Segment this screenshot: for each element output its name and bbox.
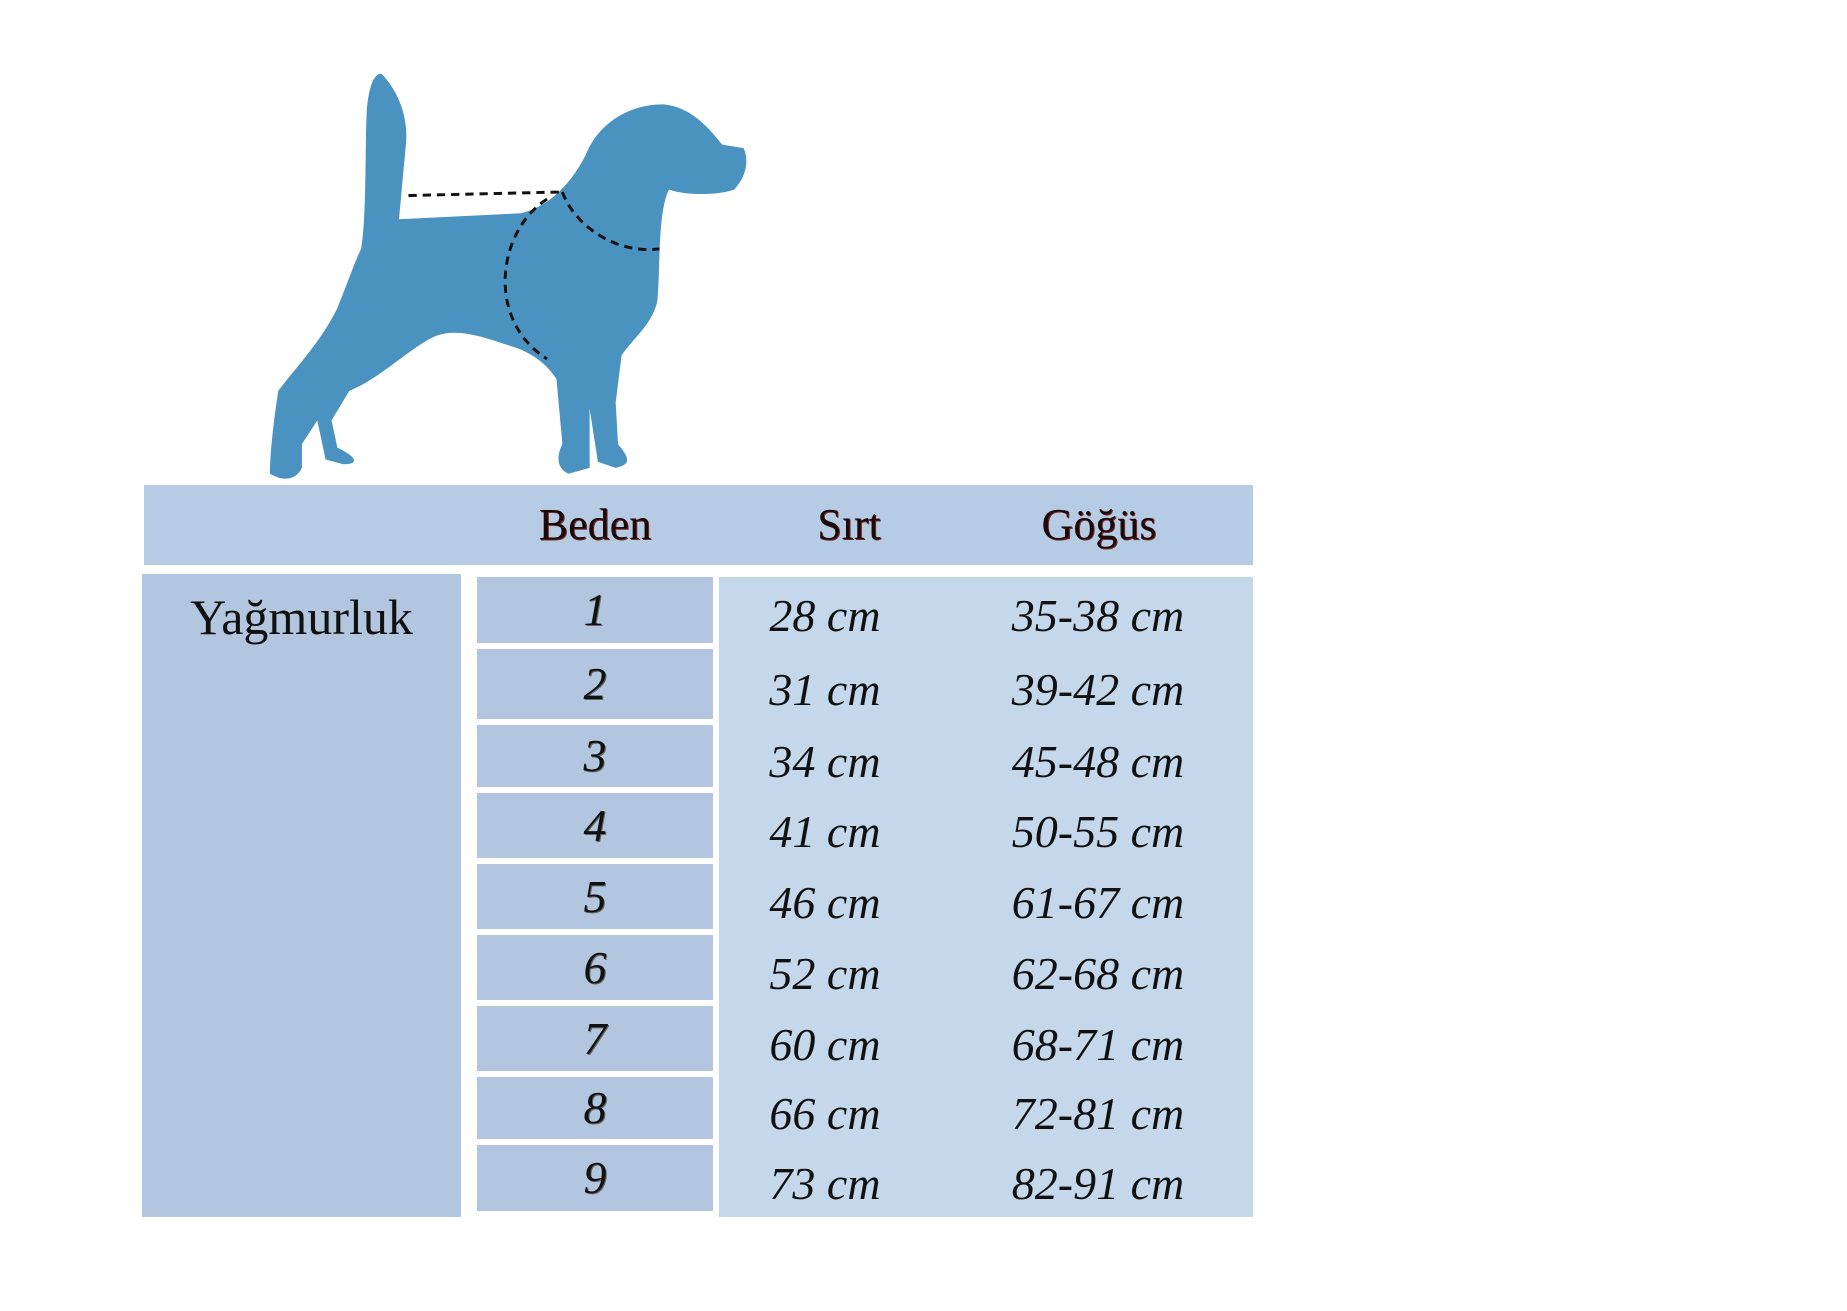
back-value: 66 cm — [769, 1088, 881, 1139]
back-value: 52 cm — [769, 948, 881, 999]
chest-value: 62-68 cm — [1011, 948, 1185, 999]
table-header: Beden Sırt Göğüs — [144, 485, 1253, 565]
size-cell: 2 — [477, 649, 713, 719]
values-panel — [719, 577, 1253, 1217]
back-value: 41 cm — [769, 806, 881, 857]
size-cell: 4 — [477, 793, 713, 858]
back-value: 73 cm — [769, 1158, 881, 1209]
chest-value: 39-42 cm — [1011, 664, 1185, 715]
product-column: Yağmurluk — [142, 574, 461, 1217]
chest-value: 82-91 cm — [1011, 1158, 1185, 1209]
back-value: 34 cm — [769, 736, 881, 787]
size-cell: 3 — [477, 725, 713, 787]
header-size: Beden — [538, 500, 652, 549]
size-cell: 5 — [477, 864, 713, 929]
chest-value: 50-55 cm — [1011, 806, 1185, 857]
header-empty — [144, 485, 463, 565]
size-cell: 1 — [477, 577, 713, 643]
size-cell: 9 — [477, 1145, 713, 1211]
chest-value: 45-48 cm — [1011, 736, 1185, 787]
back-value: 60 cm — [769, 1019, 881, 1070]
back-value: 28 cm — [769, 590, 881, 641]
back-measure-line — [408, 190, 563, 198]
back-value: 46 cm — [769, 877, 881, 928]
product-name: Yağmurluk — [190, 589, 413, 645]
chest-value: 72-81 cm — [1011, 1088, 1185, 1139]
header-chest: Göğüs — [1041, 500, 1157, 549]
header-back: Sırt — [817, 500, 881, 549]
chest-value: 68-71 cm — [1011, 1019, 1185, 1070]
size-cell: 7 — [477, 1006, 713, 1071]
size-cell: 8 — [477, 1077, 713, 1139]
back-value: 31 cm — [769, 664, 881, 715]
neck-measure-line — [560, 191, 660, 252]
chest-value: 61-67 cm — [1011, 877, 1185, 928]
size-cell: 6 — [477, 935, 713, 1000]
chest-measure-line — [503, 197, 548, 361]
dog-body — [269, 73, 747, 479]
chest-value: 35-38 cm — [1011, 590, 1185, 641]
